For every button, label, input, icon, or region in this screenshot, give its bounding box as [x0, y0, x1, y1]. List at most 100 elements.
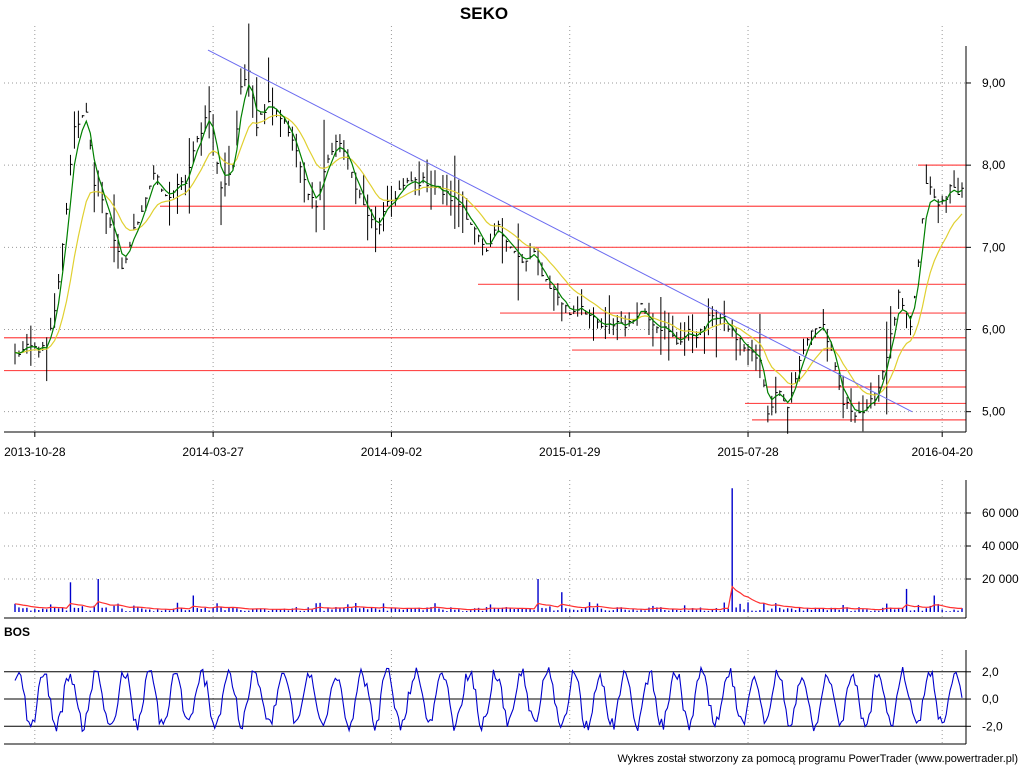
volume-bar [14, 603, 16, 612]
volume-bar [525, 608, 527, 612]
volume-bar [168, 610, 171, 612]
x-tick-label: 2015-01-29 [539, 445, 601, 459]
volume-bar [553, 610, 555, 612]
volume-bar [901, 608, 904, 612]
volume-bar [355, 603, 357, 612]
volume-bar [137, 607, 139, 612]
volume-bar [779, 607, 781, 612]
volume-bar [561, 592, 563, 612]
volume-bar [557, 610, 559, 612]
volume-bar [327, 608, 329, 612]
volume-bar [473, 608, 476, 612]
volume-bar [767, 610, 769, 612]
volume-bar [917, 604, 920, 612]
volume-bar [204, 607, 206, 612]
y-tick-label: 7,00 [982, 240, 1006, 254]
volume-bar [248, 610, 250, 612]
volume-bar [49, 604, 52, 612]
volume-bar [402, 609, 405, 612]
x-tick-label: 2014-03-27 [182, 445, 244, 459]
volume-bar [370, 607, 373, 612]
volume-bar [271, 609, 274, 612]
volume-bar [53, 607, 56, 612]
volume-bars [14, 488, 963, 612]
volume-bar [180, 607, 183, 612]
volume-bar [311, 609, 313, 612]
volume-bar [537, 579, 539, 612]
volume-bar [184, 610, 187, 612]
volume-bar [26, 607, 28, 612]
volume-bar [275, 609, 278, 612]
volume-bar [291, 608, 294, 612]
volume-bar [731, 488, 733, 612]
volume-bar [739, 603, 741, 612]
volume-bar [65, 610, 68, 612]
volume-bar [160, 610, 163, 612]
volume-bar [152, 611, 155, 612]
volume-bar [418, 607, 420, 612]
volume-bar [85, 611, 88, 612]
volume-bar [521, 608, 523, 612]
chart-title: SEKO [460, 4, 508, 23]
volume-bar [121, 608, 123, 612]
volume-bar [743, 609, 745, 612]
volume-bar [921, 610, 924, 612]
volume-bar [584, 607, 587, 612]
volume-bar [616, 607, 618, 612]
volume-bar [687, 610, 690, 612]
volume-bar [117, 603, 119, 612]
volume-bar [359, 608, 361, 612]
volume-bar [798, 607, 801, 612]
volume-bar [826, 610, 828, 612]
volume-bar [806, 608, 809, 612]
volume-bar [442, 609, 444, 612]
volume-bar [509, 608, 511, 612]
x-tick-label: 2013-10-28 [4, 445, 66, 459]
volume-bar [263, 608, 266, 612]
volume-bar [858, 607, 860, 612]
volume-bar [838, 609, 840, 612]
volume-bar [394, 608, 397, 612]
volume-bar [347, 604, 349, 612]
volume-bar [533, 610, 535, 612]
volume-bar [113, 605, 115, 612]
volume-bar [703, 610, 706, 612]
volume-bar [905, 588, 908, 612]
volume-bar [77, 608, 80, 612]
volume-bar [172, 608, 175, 612]
volume-bar [909, 610, 912, 612]
volume-bar [422, 610, 424, 612]
volume-bar [814, 607, 817, 612]
x-tick-label: 2015-07-28 [717, 445, 779, 459]
y-tick-label: 2,0 [982, 665, 999, 679]
volume-bar [430, 607, 432, 612]
volume-bar [390, 608, 393, 612]
volume-bar [38, 610, 40, 612]
volume-bar [715, 608, 718, 612]
volume-bar [913, 610, 916, 612]
volume-bar [386, 610, 389, 612]
volume-bar [870, 611, 872, 612]
volume-bar [854, 610, 856, 612]
volume-bar [192, 595, 195, 612]
volume-y-ticks: 20 000 40 000 60 000 [966, 506, 1019, 586]
volume-bar [759, 610, 761, 612]
volume-bar [34, 609, 36, 612]
volume-bar [707, 610, 710, 612]
volume-bar [212, 607, 214, 612]
volume-bar [878, 610, 880, 612]
volume-bar [133, 605, 135, 612]
y-tick-label: 6,00 [982, 323, 1006, 337]
volume-bar [477, 607, 480, 612]
volume-bar [889, 607, 892, 612]
volume-bar [727, 608, 729, 612]
volume-bar [109, 611, 111, 612]
ma-short-line [14, 83, 963, 413]
y-tick-label: 60 000 [982, 506, 1019, 520]
volume-bar [580, 609, 583, 612]
volume-bar [604, 610, 607, 612]
y-tick-label: 9,00 [982, 76, 1006, 90]
volume-bar [600, 608, 603, 612]
volume-bar [339, 607, 341, 612]
